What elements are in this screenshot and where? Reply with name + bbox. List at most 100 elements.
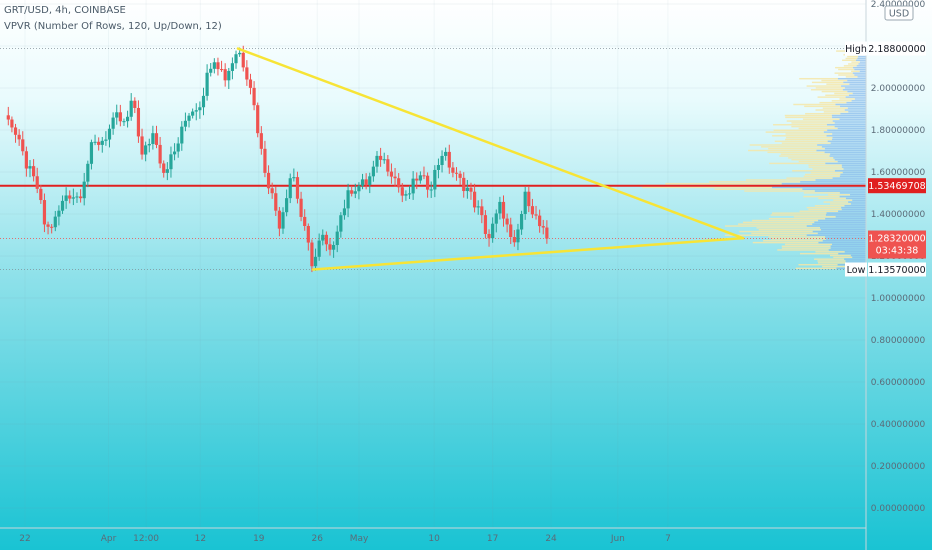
volume-profile-row-up xyxy=(839,118,866,120)
currency-badge-box[interactable] xyxy=(884,5,914,21)
volume-profile-row-down xyxy=(851,70,860,73)
volume-profile-row-down xyxy=(786,136,833,139)
volume-profile-row-up xyxy=(815,179,866,181)
symbol-title[interactable]: GRT/USD, 4h, COINBASE xyxy=(4,5,126,16)
x-tick-label: 24 xyxy=(545,534,557,544)
volume-profile-row-down xyxy=(777,249,829,251)
volume-profile-row-up xyxy=(838,210,866,213)
volume-profile-row-up xyxy=(854,74,866,76)
candle-body xyxy=(32,166,36,177)
trendlines[interactable] xyxy=(236,47,745,271)
volume-profile-row-down xyxy=(810,89,843,91)
volume-profile-row-down xyxy=(799,252,839,255)
volume-profile-row-up xyxy=(827,140,866,143)
volume-profile-row-up xyxy=(844,258,866,260)
candle-body xyxy=(519,214,524,230)
volume-profile-row-up xyxy=(847,79,866,82)
candle-body xyxy=(368,176,372,185)
candle-body xyxy=(133,100,137,108)
volume-profile-row-down xyxy=(802,118,840,120)
volume-profile-row-up xyxy=(781,182,866,185)
volume-profile-row-down xyxy=(744,190,815,192)
volume-profile-row-up xyxy=(852,92,866,95)
low-value: 1.13570000 xyxy=(868,265,925,276)
volume-profile-row-up xyxy=(845,96,866,98)
candle-body xyxy=(415,178,419,181)
volume-profile-row-up xyxy=(847,107,866,109)
volume-profile-row-up xyxy=(840,105,866,108)
candle-body xyxy=(440,155,444,166)
volume-profile-row-up xyxy=(802,188,866,190)
candle-body xyxy=(498,201,502,214)
candlesticks xyxy=(6,45,549,273)
volume-profile-row-down xyxy=(805,173,841,176)
volume-profile-row-down xyxy=(834,72,853,74)
volume-profile-row-down xyxy=(791,122,835,124)
volume-profile-row-up xyxy=(841,166,866,168)
high-value: 2.18800000 xyxy=(868,44,925,55)
y-tick-label: 2.40000000 xyxy=(871,0,926,10)
candle-body xyxy=(512,237,516,243)
candle-body xyxy=(389,171,394,177)
volume-profile-row-up xyxy=(826,124,866,126)
volume-profile-row-down xyxy=(768,217,826,220)
candle-body xyxy=(183,120,188,127)
candle-body xyxy=(444,151,448,156)
candle-body xyxy=(68,195,72,199)
indicator-legend[interactable]: VPVR (Number Of Rows, 120, Up/Down, 12) xyxy=(4,21,222,32)
candle-body xyxy=(234,54,238,64)
candle-body xyxy=(136,107,141,137)
x-tick-label: 26 xyxy=(312,534,324,544)
x-tick-label: May xyxy=(350,534,369,544)
candle-body xyxy=(187,115,191,121)
volume-profile-row-up xyxy=(859,70,866,73)
volume-profile-row-up xyxy=(832,133,866,135)
candle-body xyxy=(292,177,296,179)
candle-body xyxy=(100,140,104,145)
candle-body xyxy=(75,196,79,198)
volume-profile-row-up xyxy=(822,240,866,242)
volume-profile-row-down xyxy=(748,149,817,152)
volume-profile-row-down xyxy=(838,74,855,76)
volume-profile-row-up xyxy=(834,159,866,161)
candle-body xyxy=(107,128,112,140)
volume-profile-row-down xyxy=(845,76,858,78)
low-label: Low xyxy=(847,265,866,276)
volume-profile-row-down xyxy=(804,105,841,108)
x-tick-label: Apr xyxy=(101,534,117,544)
volume-profile-row-down xyxy=(825,94,849,96)
candle-body xyxy=(382,159,386,161)
time-scale[interactable]: 22 Apr 12:00 12 19 26 May 10 17 24 Jun 7 xyxy=(19,534,671,544)
volume-profile-row-down xyxy=(786,120,833,122)
candle-body xyxy=(321,234,325,241)
volume-profile-row-up xyxy=(827,129,866,131)
candle-body xyxy=(527,191,531,207)
candle-body xyxy=(476,206,480,208)
volume-profile-row-down xyxy=(781,247,831,249)
volume-profile-row-down xyxy=(818,197,846,200)
volume-profile-row-down xyxy=(772,212,827,214)
candle-body xyxy=(339,215,343,232)
volume-profile-row-up xyxy=(825,217,866,220)
candle-body xyxy=(303,216,307,226)
volume-profile-row-up xyxy=(844,251,866,253)
volume-profile-row-up xyxy=(817,144,866,146)
volume-profile-row-up xyxy=(839,195,866,198)
candle-body xyxy=(24,151,28,169)
volume-profile-row-down xyxy=(822,107,848,109)
candle-body xyxy=(104,139,108,141)
candle-body xyxy=(306,225,310,243)
volume-profile-row-down xyxy=(808,166,842,168)
candle-body xyxy=(42,200,47,225)
candle-body xyxy=(295,177,300,199)
currency-badge: USD xyxy=(889,9,909,20)
volume-profile-row-down xyxy=(773,124,827,126)
volume-profile-row-down xyxy=(774,140,828,143)
candle-body xyxy=(285,198,289,213)
candle-body xyxy=(10,119,14,128)
volume-profile-row-up xyxy=(859,61,866,63)
volume-profile-row-down xyxy=(738,223,813,225)
volume-profile-row-down xyxy=(743,221,815,224)
